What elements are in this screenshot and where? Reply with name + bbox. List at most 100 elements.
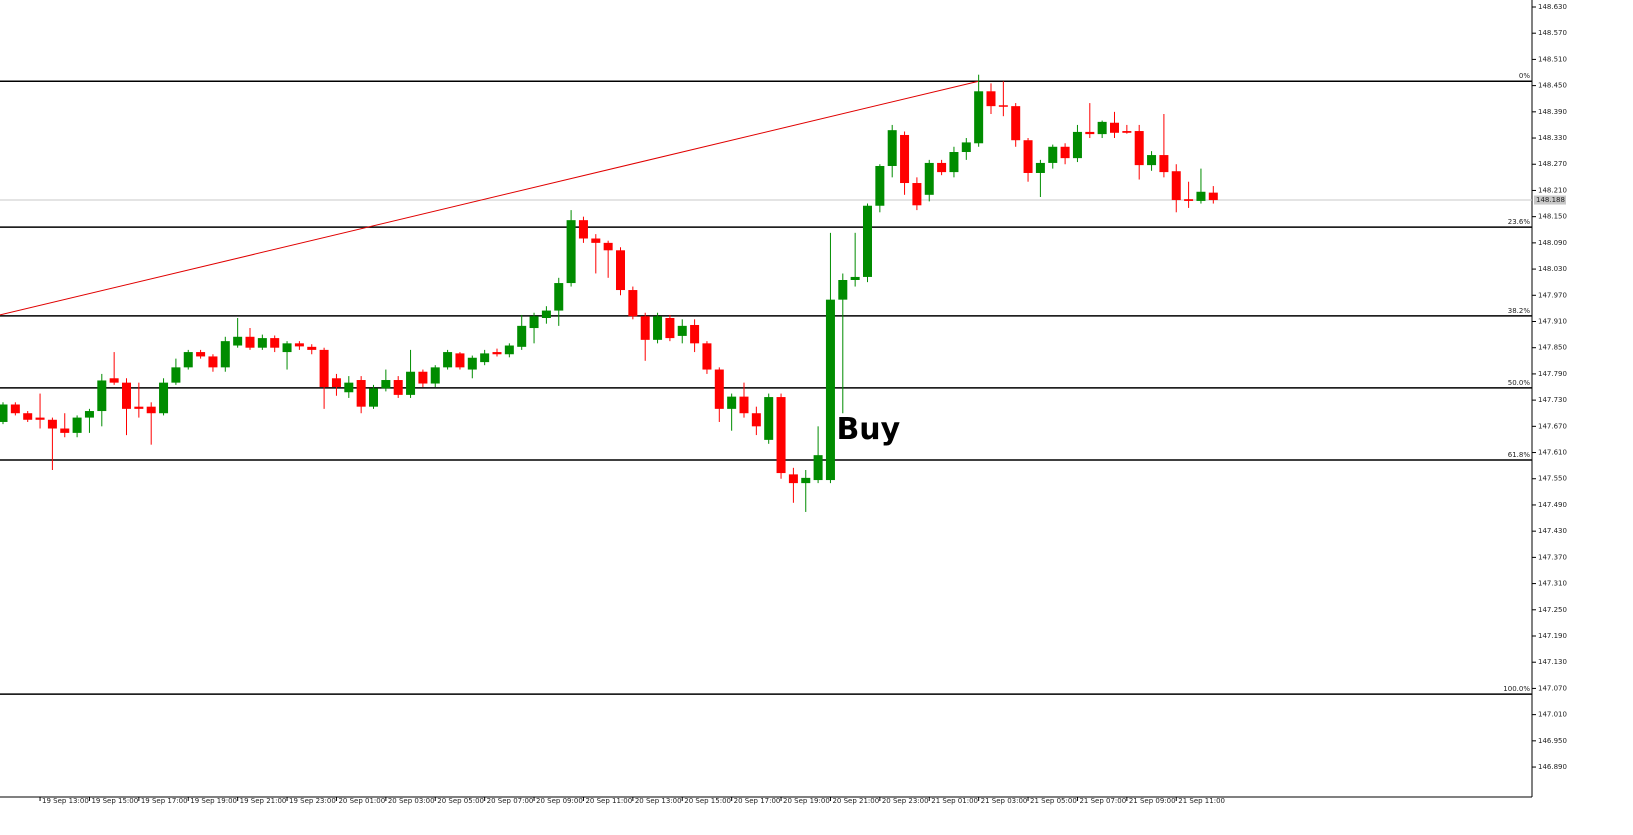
candle-body bbox=[220, 341, 230, 368]
candle-body bbox=[714, 369, 724, 409]
fibonacci-label: 100.0% bbox=[1503, 685, 1530, 693]
y-tick-label: 147.670 bbox=[1538, 422, 1567, 430]
candle-body bbox=[1060, 146, 1070, 159]
y-tick-label: 147.790 bbox=[1538, 370, 1567, 378]
candle-body bbox=[1097, 121, 1107, 135]
y-tick-label: 148.510 bbox=[1538, 55, 1567, 63]
candle-body bbox=[1110, 122, 1119, 133]
candle-body bbox=[949, 152, 959, 173]
candle-body bbox=[603, 242, 613, 251]
y-tick-label: 146.890 bbox=[1538, 763, 1567, 771]
trendline bbox=[0, 80, 979, 316]
x-tick-label: 21 Sep 07:00 bbox=[1079, 797, 1126, 805]
x-tick-label: 20 Sep 13:00 bbox=[635, 797, 682, 805]
candle-body bbox=[430, 367, 440, 384]
candle-body bbox=[554, 283, 564, 311]
candle-body bbox=[1208, 192, 1218, 201]
candle-body bbox=[517, 325, 527, 347]
candle-body bbox=[665, 318, 675, 339]
candle-body bbox=[208, 356, 218, 368]
candle-body bbox=[480, 353, 490, 363]
candle-body bbox=[788, 474, 798, 484]
candle-body bbox=[900, 134, 910, 184]
y-tick-label: 147.010 bbox=[1538, 711, 1567, 719]
x-tick-label: 20 Sep 19:00 bbox=[783, 797, 830, 805]
candle-body bbox=[60, 428, 70, 433]
y-tick-label: 147.130 bbox=[1538, 658, 1567, 666]
x-tick-label: 20 Sep 07:00 bbox=[487, 797, 534, 805]
candle-body bbox=[282, 343, 292, 353]
candle-body bbox=[1011, 106, 1021, 141]
buy-annotation: Buy bbox=[836, 412, 900, 447]
y-tick-label: 148.030 bbox=[1538, 265, 1567, 273]
candle-body bbox=[912, 183, 922, 206]
candle-body bbox=[937, 162, 947, 173]
candle-body bbox=[443, 352, 453, 368]
candle-body bbox=[418, 371, 428, 384]
y-tick-label: 147.370 bbox=[1538, 553, 1567, 561]
candle-body bbox=[875, 165, 885, 206]
y-tick-label: 147.190 bbox=[1538, 632, 1567, 640]
candle-body bbox=[23, 413, 33, 420]
x-tick-label: 20 Sep 23:00 bbox=[882, 797, 929, 805]
y-tick-label: 147.550 bbox=[1538, 475, 1567, 483]
candle-body bbox=[591, 238, 601, 243]
x-tick-label: 19 Sep 13:00 bbox=[42, 797, 89, 805]
candle-body bbox=[702, 343, 712, 370]
candle-body bbox=[159, 382, 169, 414]
candle-body bbox=[924, 162, 934, 195]
y-tick-label: 147.730 bbox=[1538, 396, 1567, 404]
candle-body bbox=[974, 91, 984, 144]
candle-body bbox=[1171, 171, 1181, 201]
candle-body bbox=[97, 380, 107, 412]
x-tick-label: 19 Sep 21:00 bbox=[240, 797, 287, 805]
candle-body bbox=[677, 325, 687, 336]
current-price-label: 148.188 bbox=[1536, 196, 1565, 204]
y-tick-label: 147.250 bbox=[1538, 606, 1567, 614]
candle-body bbox=[813, 455, 823, 481]
candle-body bbox=[270, 338, 280, 348]
x-tick-label: 21 Sep 11:00 bbox=[1178, 797, 1225, 805]
x-tick-label: 20 Sep 17:00 bbox=[734, 797, 781, 805]
candle-body bbox=[863, 205, 872, 277]
candle-body bbox=[257, 338, 267, 348]
candle-body bbox=[356, 380, 366, 407]
candle-body bbox=[369, 388, 378, 407]
y-tick-label: 147.310 bbox=[1538, 580, 1567, 588]
candle-body bbox=[1122, 131, 1132, 133]
candle-body bbox=[381, 380, 391, 389]
x-tick-label: 21 Sep 05:00 bbox=[1030, 797, 1077, 805]
y-tick-label: 147.490 bbox=[1538, 501, 1567, 509]
fibonacci-label: 23.6% bbox=[1508, 218, 1531, 226]
candle-body bbox=[529, 316, 539, 329]
fibonacci-label: 61.8% bbox=[1508, 451, 1531, 459]
x-tick-label: 21 Sep 03:00 bbox=[981, 797, 1028, 805]
y-tick-label: 148.090 bbox=[1538, 239, 1567, 247]
candle-body bbox=[653, 316, 663, 340]
y-tick-label: 147.070 bbox=[1538, 684, 1567, 692]
candle-body bbox=[84, 411, 94, 418]
candle-body bbox=[196, 352, 206, 357]
candle-body bbox=[541, 310, 551, 318]
x-tick-label: 20 Sep 01:00 bbox=[338, 797, 385, 805]
y-tick-label: 148.570 bbox=[1538, 29, 1567, 37]
candle-body bbox=[961, 142, 971, 153]
y-tick-label: 148.330 bbox=[1538, 134, 1567, 142]
x-tick-label: 20 Sep 15:00 bbox=[684, 797, 731, 805]
candle-body bbox=[319, 349, 329, 388]
x-tick-label: 19 Sep 15:00 bbox=[91, 797, 138, 805]
x-tick-label: 20 Sep 11:00 bbox=[585, 797, 632, 805]
candle-body bbox=[393, 380, 403, 395]
candle-body bbox=[406, 371, 416, 395]
candle-body bbox=[998, 105, 1008, 107]
candle-body bbox=[307, 346, 317, 350]
y-tick-label: 148.630 bbox=[1538, 3, 1567, 11]
candle-body bbox=[887, 130, 897, 166]
x-tick-label: 20 Sep 05:00 bbox=[437, 797, 484, 805]
candle-body bbox=[1023, 140, 1033, 173]
candle-body bbox=[245, 336, 255, 348]
candle-body bbox=[616, 250, 625, 291]
x-tick-label: 21 Sep 01:00 bbox=[931, 797, 978, 805]
